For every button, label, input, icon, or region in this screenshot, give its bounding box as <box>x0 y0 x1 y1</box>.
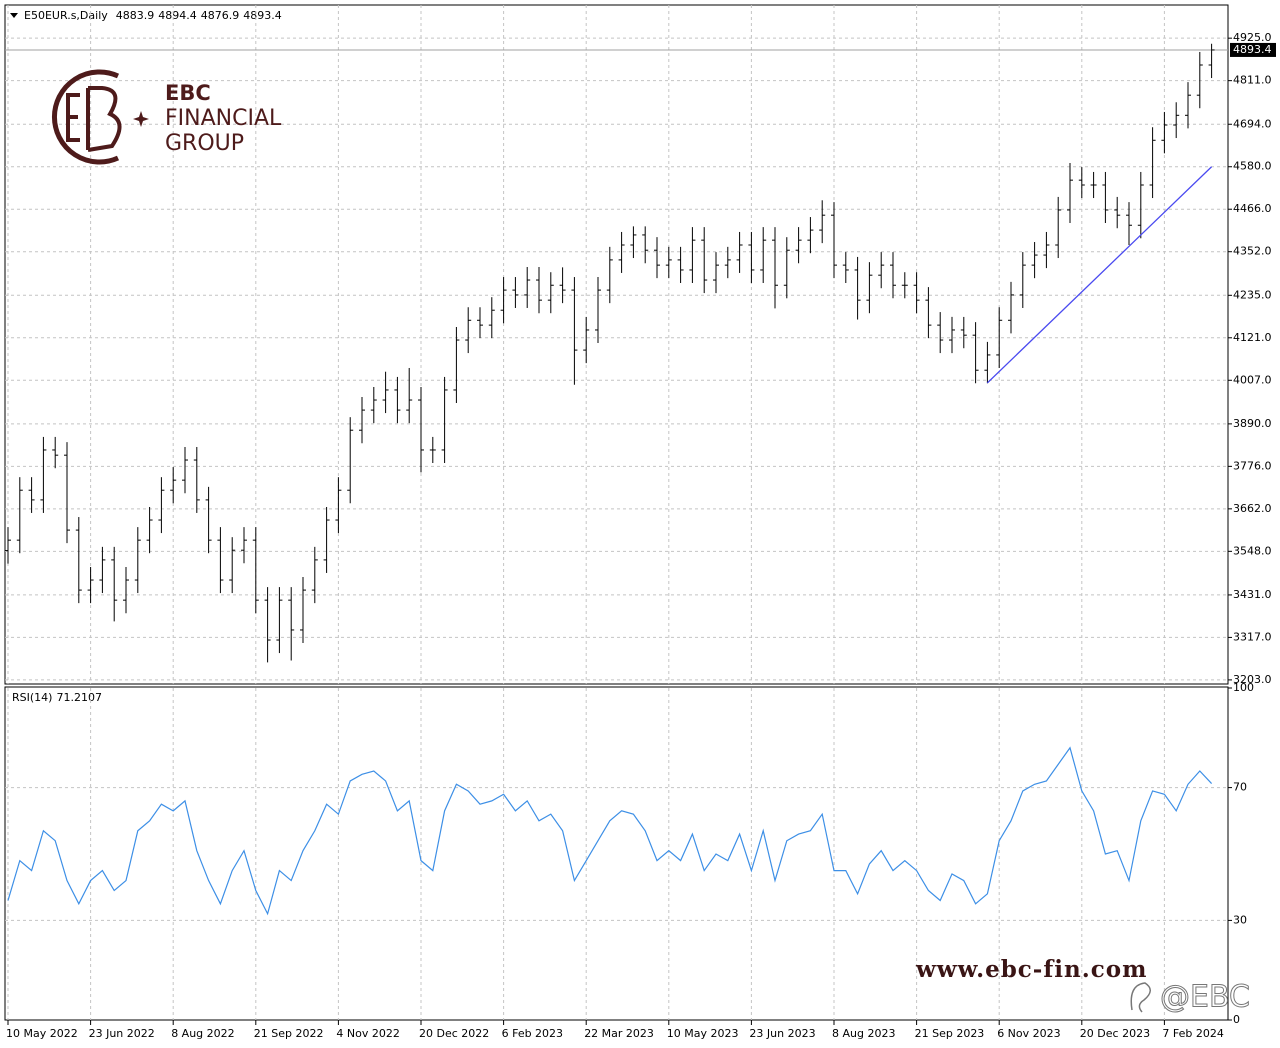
logo-ring <box>52 69 120 165</box>
x-tick-label: 8 Aug 2023 <box>832 1027 895 1040</box>
y-tick-label: 0 <box>1233 1013 1240 1026</box>
indicator-value: 71.2107 <box>56 691 102 704</box>
low: 4876.9 <box>201 9 240 22</box>
price-box <box>1230 42 1276 57</box>
logo: EBC FINANCIAL GROUP <box>52 69 282 165</box>
y-tick-label: 4466.0 <box>1233 202 1272 215</box>
y-tick-label: 4007.0 <box>1233 373 1272 386</box>
x-tick-label: 22 Mar 2023 <box>584 1027 654 1040</box>
price-label: 4893.4 <box>1233 43 1272 56</box>
x-tick-label: 20 Dec 2023 <box>1080 1027 1150 1040</box>
x-tick-label: 6 Feb 2023 <box>502 1027 563 1040</box>
x-tick-label: 21 Sep 2023 <box>915 1027 985 1040</box>
y-tick-label: 3203.0 <box>1233 673 1272 686</box>
x-tick-label: 6 Nov 2023 <box>997 1027 1060 1040</box>
x-tick-label: 23 Jun 2023 <box>749 1027 815 1040</box>
y-tick-label: 30 <box>1233 913 1247 926</box>
open: 4883.9 <box>116 9 155 22</box>
handle-icon <box>1130 982 1151 1013</box>
menu-arrow[interactable] <box>10 13 18 18</box>
y-tick-label: 4811.0 <box>1233 74 1272 87</box>
y-tick-label: 70 <box>1233 781 1247 794</box>
x-tick-label: 23 Jun 2022 <box>89 1027 155 1040</box>
y-tick-label: 3548.0 <box>1233 544 1272 557</box>
header: E50EUR.s,Daily 4883.9 4894.4 4876.9 4893.4 <box>24 9 282 22</box>
y-tick-label: 3431.0 <box>1233 588 1272 601</box>
logo-text: FINANCIAL <box>165 106 282 131</box>
x-tick-label: 7 Feb 2024 <box>1162 1027 1223 1040</box>
rsi-panel <box>4 686 1229 1021</box>
logo-text: EBC <box>165 81 211 105</box>
y-tick-label: 4925.0 <box>1233 31 1272 44</box>
trendline <box>986 166 1213 384</box>
y-tick-label: 100 <box>1233 681 1254 694</box>
logo-mark <box>66 86 122 152</box>
handle: @EBC <box>1160 980 1250 1015</box>
y-tick-label: 3662.0 <box>1233 502 1272 515</box>
rsi-header: RSI(14) 71.2107 <box>12 691 102 704</box>
y-tick-label: 4694.0 <box>1233 117 1272 130</box>
y-tick-label: 3317.0 <box>1233 630 1272 643</box>
symbol: E50EUR.s,Daily <box>24 9 108 22</box>
logo-star <box>133 111 149 127</box>
x-tick-label: 21 Sep 2022 <box>254 1027 324 1040</box>
website: www.ebc-fin.com <box>915 956 1147 983</box>
y-tick-label: 4235.0 <box>1233 288 1272 301</box>
x-tick-label: 4 Nov 2022 <box>336 1027 399 1040</box>
y-tick-label: 4580.0 <box>1233 160 1272 173</box>
y-tick-label: 4121.0 <box>1233 331 1272 344</box>
x-tick-label: 10 May 2022 <box>6 1027 78 1040</box>
x-tick-label: 20 Dec 2022 <box>419 1027 489 1040</box>
y-tick-label: 3890.0 <box>1233 417 1272 430</box>
price-panel <box>4 4 1229 685</box>
indicator: RSI(14) <box>12 691 52 704</box>
rsi-line <box>7 746 1213 916</box>
x-tick-label: 8 Aug 2022 <box>171 1027 234 1040</box>
y-tick-label: 4352.0 <box>1233 245 1272 258</box>
high: 4894.4 <box>158 9 197 22</box>
y-tick-label: 3776.0 <box>1233 459 1272 472</box>
logo-text: GROUP <box>165 131 244 156</box>
close: 4893.4 <box>243 9 282 22</box>
x-tick-label: 10 May 2023 <box>667 1027 739 1040</box>
